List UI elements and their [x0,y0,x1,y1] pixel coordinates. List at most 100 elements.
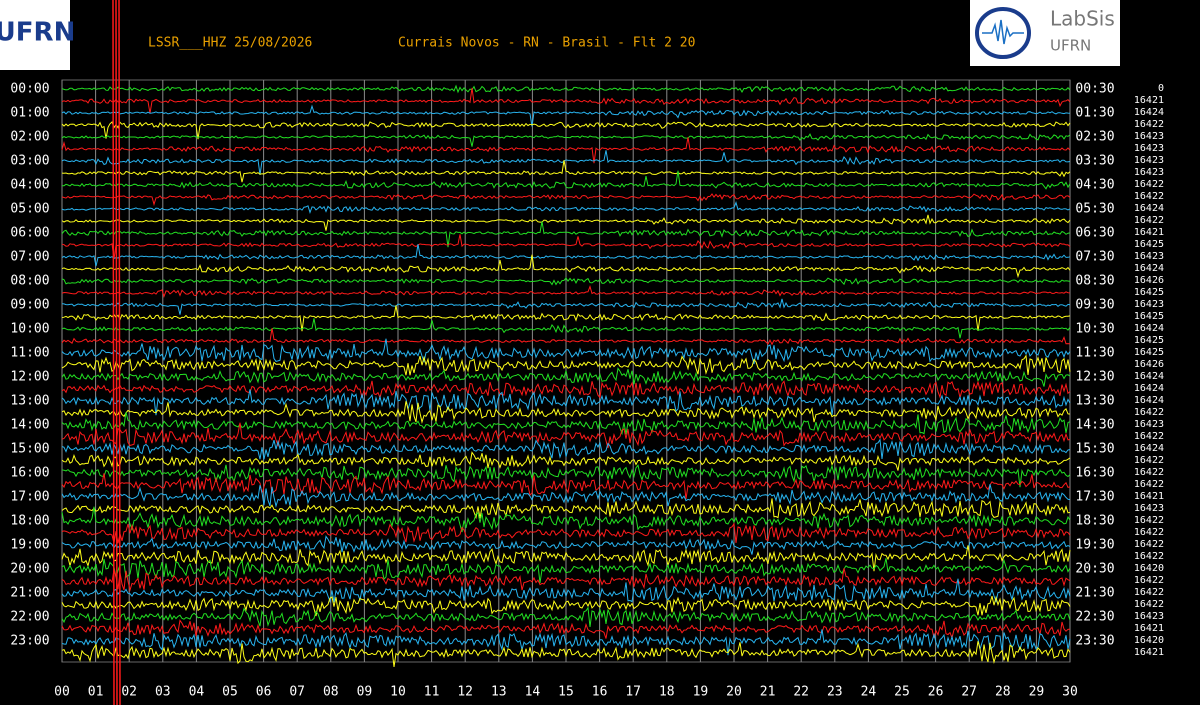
trace [61,498,1071,520]
right-time-label: 07:30 [1075,250,1114,265]
minute-label: 23 [827,685,843,700]
trace [61,578,1071,604]
offset-label: 16423 [1134,251,1164,262]
trace [61,104,1071,127]
trace [61,133,1071,147]
right-time-label: 13:30 [1075,394,1114,409]
trace [61,438,1071,460]
minute-label: 19 [693,685,709,700]
trace [61,606,1071,628]
left-time-label: 21:00 [10,586,49,601]
left-time-label: 05:00 [10,202,49,217]
offset-label: 16423 [1134,299,1164,310]
trace [61,277,1071,286]
offset-label: 16424 [1134,107,1164,118]
right-time-label: 08:30 [1075,274,1114,289]
minute-label: 25 [894,685,910,700]
trace [61,214,1071,231]
labsis-org: UFRN [1050,37,1091,55]
trace [61,298,1071,315]
trace [61,328,1071,346]
trace [61,354,1071,376]
trace [61,254,1071,279]
minute-label: 11 [424,685,440,700]
offset-label: 16422 [1134,551,1164,562]
offset-label: 16422 [1134,539,1164,550]
right-time-label: 15:30 [1075,442,1114,457]
offset-label: 16422 [1134,599,1164,610]
labsis-emblem [975,7,1031,59]
trace [61,221,1071,248]
trace [61,484,1071,508]
offset-label: 16422 [1134,479,1164,490]
trace [61,121,1071,140]
minute-label: 12 [457,685,473,700]
trace [61,558,1071,583]
right-time-label: 02:30 [1075,130,1114,145]
left-time-label: 07:00 [10,250,49,265]
right-time-label: 09:30 [1075,298,1114,313]
trace [61,522,1071,544]
left-time-label: 17:00 [10,490,49,505]
left-time-label: 01:00 [10,106,49,121]
station-title: LSSR___HHZ 25/08/2026 [148,36,312,51]
offset-label: 16420 [1134,635,1164,646]
minute-label: 26 [928,685,944,700]
offset-label: 16422 [1134,119,1164,130]
minute-label: 06 [256,685,272,700]
minute-label: 13 [491,685,507,700]
trace [61,84,1071,94]
offset-label: 16422 [1134,179,1164,190]
trace [61,244,1071,267]
left-time-label: 11:00 [10,346,49,361]
minute-label: 03 [155,685,171,700]
right-time-label: 21:30 [1075,586,1114,601]
offset-label: 16425 [1134,311,1164,322]
offset-label: 16424 [1134,443,1164,454]
offset-label: 16422 [1134,215,1164,226]
trace [61,568,1071,592]
left-time-label: 04:00 [10,178,49,193]
left-time-label: 18:00 [10,514,49,529]
right-time-label: 06:30 [1075,226,1114,241]
offset-label: 16422 [1134,515,1164,526]
left-time-label: 02:00 [10,130,49,145]
trace [61,234,1071,259]
ufrn-logo-box [0,0,70,70]
right-time-label: 00:30 [1075,82,1114,97]
trace [61,150,1071,175]
right-time-label: 16:30 [1075,466,1114,481]
minute-label: 04 [189,685,205,700]
right-time-label: 23:30 [1075,634,1114,649]
trace [61,412,1071,436]
left-time-label: 16:00 [10,466,49,481]
minute-label: 18 [659,685,675,700]
left-time-label: 13:00 [10,394,49,409]
offset-label: 16424 [1134,203,1164,214]
left-time-label: 06:00 [10,226,49,241]
spike [115,0,118,705]
minute-label: 17 [625,685,641,700]
trace [61,473,1071,499]
right-time-label: 03:30 [1075,154,1114,169]
offset-label: 16421 [1134,227,1164,238]
offset-label: 16422 [1134,467,1164,478]
right-time-label: 17:30 [1075,490,1114,505]
minute-label: 15 [558,685,574,700]
trace [61,380,1071,400]
offset-label: 16423 [1134,419,1164,430]
minute-label: 16 [592,685,608,700]
minute-label: 28 [995,685,1011,700]
trace [61,318,1071,339]
offset-label: 16425 [1134,239,1164,250]
minute-label: 10 [390,685,406,700]
left-time-label: 19:00 [10,538,49,553]
minute-label: 24 [861,685,877,700]
right-time-label: 14:30 [1075,418,1114,433]
offset-label: 16426 [1134,359,1164,370]
offset-label: 16423 [1134,155,1164,166]
left-time-label: 08:00 [10,274,49,289]
offset-label: 16424 [1134,395,1164,406]
trace [61,506,1071,533]
